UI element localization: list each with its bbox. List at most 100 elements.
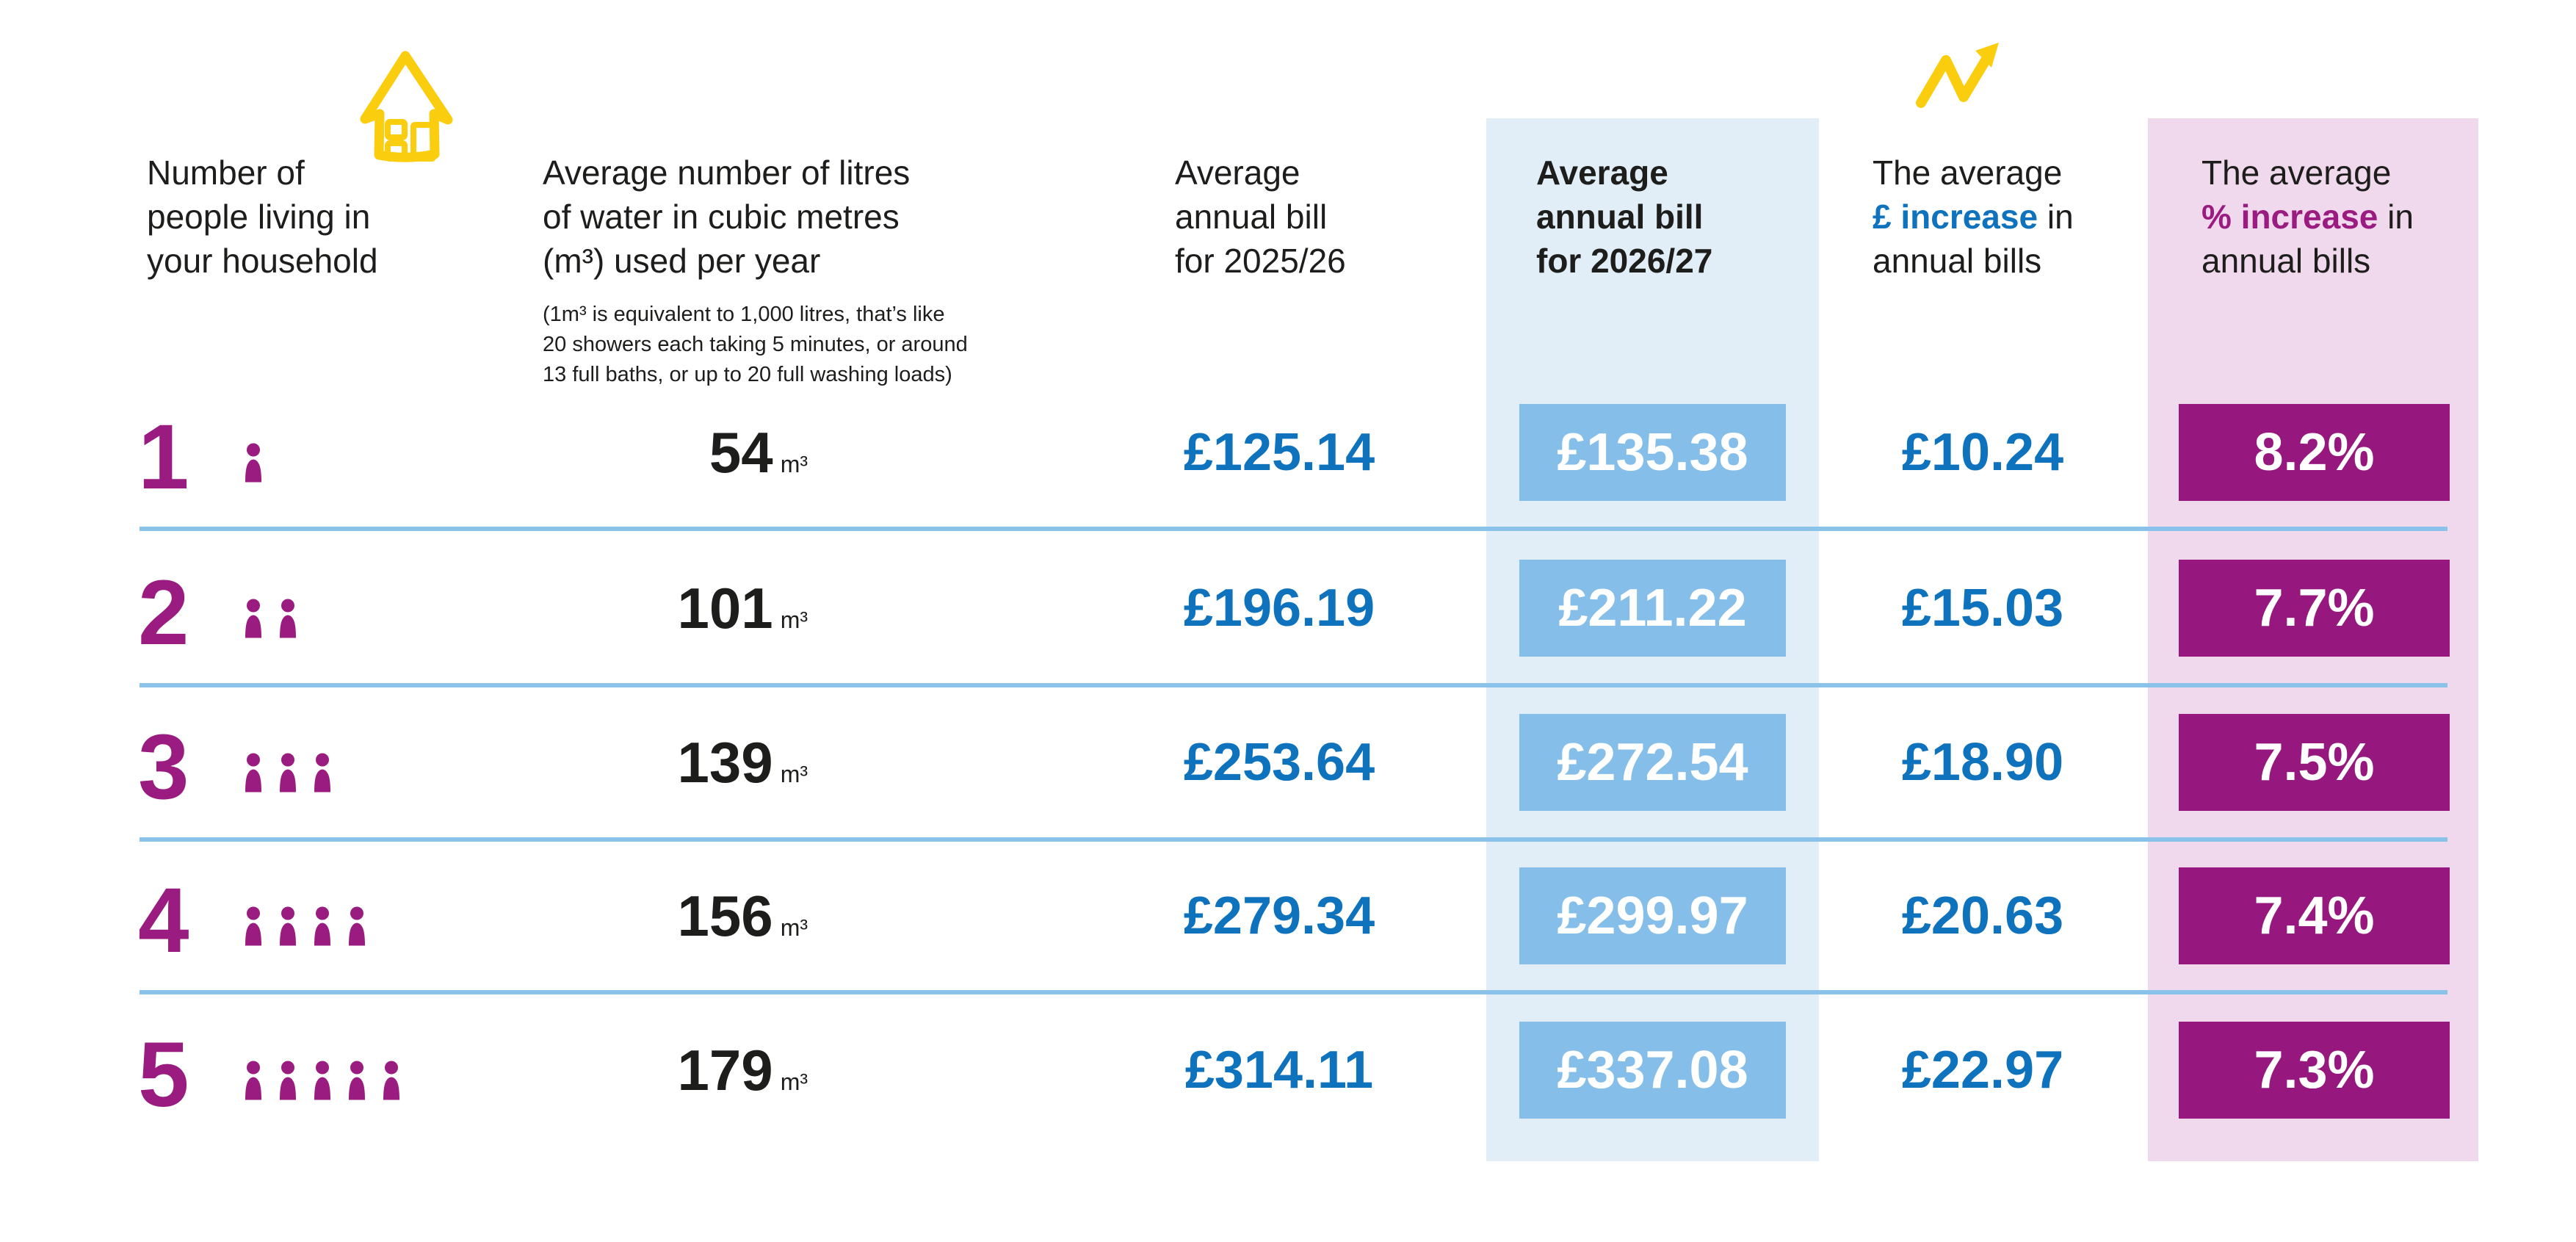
bill-2026-box: £272.54 — [1519, 714, 1786, 811]
household-size: 5 — [138, 1023, 189, 1126]
row-divider — [140, 683, 2447, 687]
table-row-1: 1 54 m³ £125.14 £135.38 £10.24 8.2% — [0, 404, 2576, 508]
usage-unit: m³ — [780, 1069, 808, 1095]
household-size: 2 — [138, 561, 189, 664]
pct-increase-value: 7.4% — [2254, 887, 2375, 945]
bill-2025-value: £314.11 — [1184, 1041, 1374, 1100]
header-line: of water in cubic metres — [543, 198, 900, 236]
header-line: £ increase in — [1873, 195, 2074, 239]
pct-increase-value: 7.5% — [2254, 733, 2375, 792]
usage-unit: m³ — [780, 607, 808, 633]
header-line: Average — [1175, 154, 1300, 192]
row-divider — [140, 837, 2447, 842]
person-icon — [280, 753, 296, 793]
person-icon — [349, 1061, 365, 1100]
usage-number: 54 — [709, 420, 773, 485]
header-line: % increase in — [2201, 195, 2414, 239]
table-row-5: 5 179 m³ £314.11 £337.08 £22.97 7.3% — [0, 1022, 2576, 1126]
pct-increase-box: 8.2% — [2179, 404, 2450, 501]
header-line: Average — [1536, 154, 1668, 192]
usage-value: 179 m³ — [558, 1041, 808, 1099]
header-bill-2025: Average annual bill for 2025/26 — [1175, 151, 1346, 283]
header-line-rest: in — [2378, 198, 2414, 236]
gbp-increase-value: £20.63 — [1901, 887, 2064, 945]
pct-increase-value: 8.2% — [2254, 423, 2375, 482]
bill-2026-box: £135.38 — [1519, 404, 1786, 501]
person-icon — [383, 1061, 399, 1100]
header-line: your household — [147, 242, 378, 280]
usage-value: 54 m³ — [558, 424, 808, 481]
header-line: annual bill — [1536, 198, 1704, 236]
bill-2026-box: £211.22 — [1519, 560, 1786, 657]
bill-2026-box: £299.97 — [1519, 867, 1786, 964]
bill-2026-value: £299.97 — [1557, 887, 1748, 945]
usage-number: 179 — [677, 1038, 773, 1102]
person-icons — [241, 443, 266, 483]
usage-number: 139 — [677, 730, 773, 795]
footnote-line: 13 full baths, or up to 20 full washing … — [543, 363, 952, 386]
bill-2025-value: £125.14 — [1183, 423, 1375, 482]
person-icon — [314, 906, 330, 946]
person-icons — [241, 1061, 404, 1100]
header-line: for 2025/26 — [1175, 242, 1346, 280]
pct-increase-highlight: % increase — [2201, 198, 2378, 236]
usage-unit: m³ — [780, 451, 808, 477]
pct-increase-box: 7.3% — [2179, 1022, 2450, 1119]
header-line: (m³) used per year — [543, 242, 821, 280]
pct-increase-value: 7.3% — [2254, 1041, 2375, 1100]
person-icon — [314, 1061, 330, 1100]
header-line: for 2026/27 — [1536, 242, 1713, 280]
pct-increase-box: 7.4% — [2179, 867, 2450, 964]
header-line: The average — [1873, 154, 2063, 192]
house-icon — [351, 44, 463, 167]
header-household: Number of people living in your househol… — [147, 151, 378, 283]
row-divider — [140, 990, 2447, 994]
person-icon — [245, 753, 261, 793]
header-usage: Average number of litres of water in cub… — [543, 151, 910, 283]
person-icon — [245, 906, 261, 946]
usage-value: 101 m³ — [558, 580, 808, 637]
person-icons — [241, 906, 369, 946]
header-line-rest: in — [2038, 198, 2074, 236]
household-size: 4 — [138, 869, 189, 972]
gbp-increase-value: £10.24 — [1901, 423, 2064, 482]
gbp-increase-value: £18.90 — [1901, 733, 2064, 792]
table-row-2: 2 101 m³ £196.19 £211.22 £15.03 7.7% — [0, 560, 2576, 664]
person-icons — [241, 599, 300, 638]
header-line: The average — [2201, 154, 2392, 192]
person-icon — [280, 1061, 296, 1100]
gbp-increase-value: £15.03 — [1901, 579, 2064, 638]
bill-2025-value: £253.64 — [1183, 733, 1375, 792]
person-icon — [245, 443, 261, 483]
footnote-line: 20 showers each taking 5 minutes, or aro… — [543, 333, 968, 356]
bill-2026-value: £211.22 — [1558, 579, 1747, 638]
household-size: 3 — [138, 715, 189, 818]
person-icon — [314, 753, 330, 793]
bill-2025-value: £279.34 — [1183, 887, 1375, 945]
person-icon — [245, 599, 261, 638]
gbp-increase-value: £22.97 — [1901, 1041, 2064, 1100]
pct-increase-box: 7.7% — [2179, 560, 2450, 657]
table-row-4: 4 156 m³ £279.34 £299.97 £20.63 7.4% — [0, 867, 2576, 972]
header-pct-increase: The average % increase in annual bills — [2201, 151, 2414, 283]
bill-2026-value: £337.08 — [1557, 1041, 1748, 1100]
pct-increase-value: 7.7% — [2254, 579, 2375, 638]
person-icon — [245, 1061, 261, 1100]
header-line: annual bills — [2201, 242, 2371, 280]
bill-2025-value: £196.19 — [1183, 579, 1375, 638]
usage-unit: m³ — [780, 761, 808, 787]
usage-footnote: (1m³ is equivalent to 1,000 litres, that… — [543, 300, 968, 390]
pct-increase-box: 7.5% — [2179, 714, 2450, 811]
header-line: Number of — [147, 154, 305, 192]
header-line: annual bill — [1175, 198, 1328, 236]
zigzag-arrow-up-icon — [1914, 41, 2046, 118]
household-size: 1 — [138, 405, 189, 508]
header-gbp-increase: The average £ increase in annual bills — [1873, 151, 2074, 283]
person-icon — [280, 906, 296, 946]
bill-2026-value: £272.54 — [1557, 733, 1748, 792]
person-icon — [349, 906, 365, 946]
person-icons — [241, 753, 335, 793]
gbp-increase-highlight: £ increase — [1873, 198, 2038, 236]
footnote-line: (1m³ is equivalent to 1,000 litres, that… — [543, 303, 945, 326]
